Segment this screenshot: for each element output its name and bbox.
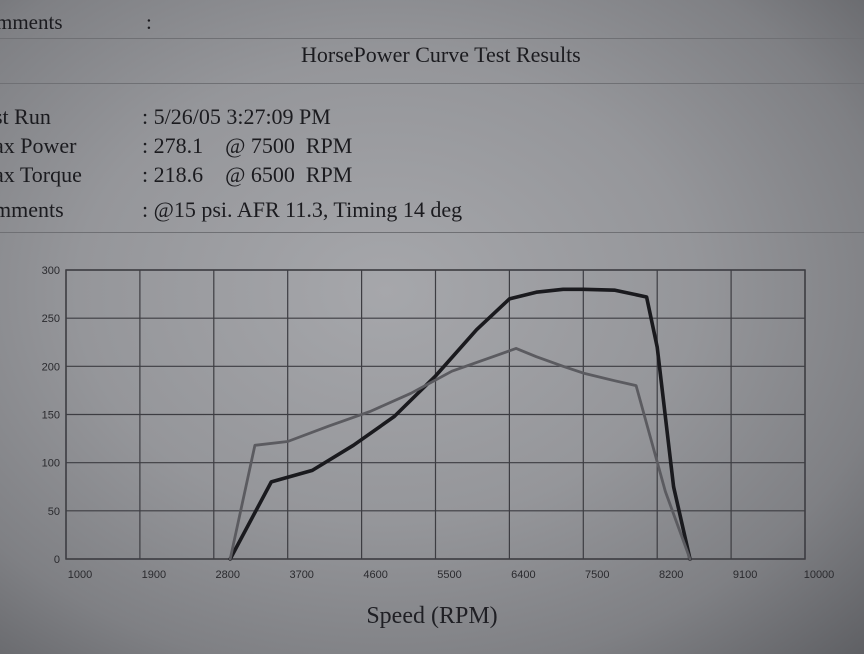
- chart-series: [228, 287, 692, 561]
- chart-ticks: 1000 1900 2800 3700 4600 5500 6400 7500 8200 9100…: [42, 265, 835, 581]
- x-tick-label: 3700: [289, 569, 313, 581]
- y-tick-label: 100: [42, 458, 60, 470]
- x-tick-label: 1900: [142, 569, 166, 581]
- torque-curve-line: [228, 347, 692, 561]
- x-tick-label: 5500: [437, 569, 461, 581]
- chart-grid: [65, 269, 806, 560]
- title-divider: [0, 83, 864, 84]
- comments-label: mments: [0, 197, 64, 222]
- x-tick-label: 7500: [585, 569, 609, 581]
- y-tick-label: 200: [42, 361, 60, 373]
- info-divider: [0, 232, 864, 233]
- max-torque-value: : 218.6 @ 6500 RPM: [142, 162, 353, 187]
- x-tick-label: 9100: [733, 569, 757, 581]
- test-run-label: st Run: [0, 104, 51, 129]
- page-title: HorsePower Curve Test Results: [301, 42, 581, 67]
- x-tick-label: 2800: [216, 569, 240, 581]
- x-axis-title: Speed (RPM): [366, 603, 497, 629]
- x-tick-label: 8200: [659, 569, 683, 581]
- x-tick-label: 6400: [511, 569, 535, 581]
- x-tick-label: 1000: [68, 569, 92, 581]
- header-comments-colon: :: [146, 10, 152, 34]
- y-tick-label: 150: [42, 410, 60, 422]
- y-tick-label: 300: [42, 265, 60, 277]
- header-divider: [0, 38, 864, 39]
- max-torque-label: ax Torque: [0, 162, 82, 187]
- dyno-chart: 1000 1900 2800 3700 4600 5500 6400 7500 8200 9100…: [42, 265, 835, 629]
- power-curve-line: [228, 287, 692, 561]
- y-tick-label: 0: [54, 554, 60, 566]
- max-power-value: : 278.1 @ 7500 RPM: [142, 133, 353, 158]
- x-tick-label: 4600: [363, 569, 387, 581]
- y-tick-label: 50: [48, 506, 60, 518]
- test-run-value: : 5/26/05 3:27:09 PM: [142, 104, 331, 129]
- comments-value: : @15 psi. AFR 11.3, Timing 14 deg: [142, 197, 463, 222]
- header-comments-label: mments: [0, 10, 63, 34]
- x-tick-label: 10000: [804, 569, 835, 581]
- y-tick-label: 250: [42, 313, 60, 325]
- max-power-label: ax Power: [0, 133, 77, 158]
